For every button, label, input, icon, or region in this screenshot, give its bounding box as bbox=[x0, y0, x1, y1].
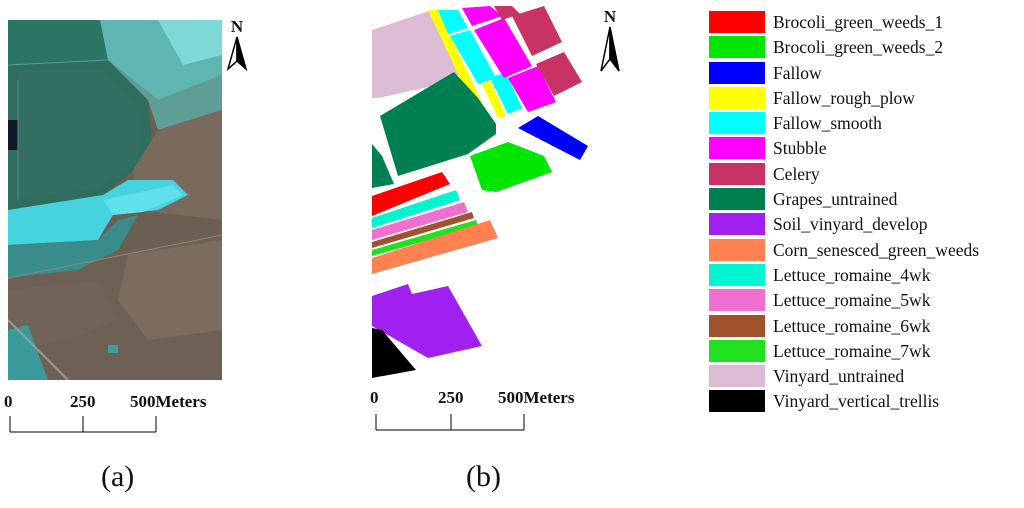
field-vinyard-untrained bbox=[372, 10, 460, 98]
field-lettuce-romaine-5wk bbox=[372, 202, 468, 240]
legend-swatch bbox=[709, 289, 765, 312]
caption-b: (b) bbox=[466, 460, 501, 493]
caption-a: (a) bbox=[101, 460, 135, 493]
field-soil-vinyard-develop bbox=[372, 284, 482, 358]
legend-label: Soil_vinyard_develop bbox=[773, 214, 928, 235]
field-fallow-smooth bbox=[490, 72, 522, 114]
field-stubble bbox=[474, 18, 532, 78]
scale-tick-label: 0 bbox=[370, 388, 379, 407]
legend-label: Fallow_smooth bbox=[773, 113, 882, 134]
field-corn-senesced-green-weeds bbox=[372, 220, 498, 274]
satellite-image bbox=[8, 20, 222, 380]
legend-label: Brocoli_green_weeds_1 bbox=[773, 12, 944, 32]
field-lettuce-romaine-6wk bbox=[372, 212, 474, 248]
scale-labels-a: 0 250 500Meters bbox=[0, 392, 260, 414]
legend-label: Fallow bbox=[773, 62, 822, 83]
field-fallow-rough-plow bbox=[482, 80, 506, 118]
legend-label: Grapes_untrained bbox=[773, 189, 898, 210]
north-arrow-a: N bbox=[224, 18, 250, 71]
field-stubble bbox=[508, 66, 556, 112]
field-grapes-untrained bbox=[380, 72, 496, 176]
scale-bar-a bbox=[9, 416, 157, 433]
scale-tick-label: 500Meters bbox=[130, 392, 207, 411]
field-lettuce-romaine-7wk bbox=[372, 220, 478, 256]
legend-label: Stubble bbox=[773, 138, 827, 159]
legend-swatch bbox=[709, 112, 765, 135]
legend-swatch bbox=[709, 61, 765, 84]
legend-label: Lettuce_romaine_7wk bbox=[773, 340, 931, 361]
field-stubble bbox=[462, 6, 502, 26]
legend-swatch bbox=[709, 11, 765, 33]
north-label-b: N bbox=[603, 7, 617, 26]
scale-tick-label: 250 bbox=[438, 388, 464, 407]
north-arrow-b: N bbox=[597, 8, 623, 75]
legend-label: Vinyard_untrained bbox=[773, 366, 905, 387]
north-arrow-icon bbox=[226, 36, 248, 71]
legend-swatch bbox=[709, 365, 765, 388]
scale-labels-b: 0 250 500Meters bbox=[366, 388, 626, 410]
legend-label: Celery bbox=[773, 163, 820, 184]
north-label-a: N bbox=[230, 17, 244, 36]
legend-swatch bbox=[709, 390, 765, 413]
legend-swatch bbox=[709, 36, 765, 59]
legend-swatch bbox=[709, 238, 765, 261]
legend-swatch bbox=[709, 137, 765, 160]
field-celery bbox=[512, 6, 562, 56]
field-brocoli-green-weeds-2 bbox=[470, 142, 552, 192]
legend-label: Lettuce_romaine_5wk bbox=[773, 290, 931, 311]
scale-bar-b bbox=[375, 414, 525, 431]
legend-label: Lettuce_romaine_4wk bbox=[773, 264, 931, 285]
legend-label: Fallow_rough_plow bbox=[773, 87, 915, 108]
field-celery bbox=[494, 6, 520, 20]
legend-swatch bbox=[709, 162, 765, 185]
legend-swatch bbox=[709, 86, 765, 109]
field-brocoli-green-weeds-1 bbox=[372, 172, 450, 216]
legend-label: Vinyard_vertical_trellis bbox=[773, 391, 940, 412]
legend-swatch bbox=[709, 263, 765, 286]
legend-swatch bbox=[709, 213, 765, 236]
scale-tick-label: 500Meters bbox=[498, 388, 575, 407]
scale-tick-label: 0 bbox=[4, 392, 13, 411]
legend-swatch bbox=[709, 188, 765, 211]
legend-label: Lettuce_romaine_6wk bbox=[773, 315, 931, 336]
scale-tick-label: 250 bbox=[70, 392, 96, 411]
field-fallow-rough-plow bbox=[428, 10, 482, 104]
field-celery bbox=[536, 52, 582, 96]
field-lettuce-romaine-4wk bbox=[372, 190, 460, 228]
legend-swatch bbox=[709, 314, 765, 337]
ground-truth-map bbox=[372, 6, 600, 386]
legend-label: Brocoli_green_weeds_2 bbox=[773, 37, 944, 58]
legend-swatch bbox=[709, 339, 765, 362]
legend-label: Corn_senesced_green_weeds bbox=[773, 239, 980, 260]
field-vinyard-vertical-trellis bbox=[372, 328, 416, 378]
field-grapes-untrained bbox=[372, 144, 394, 188]
field-fallow-smooth bbox=[450, 30, 496, 84]
north-arrow-icon bbox=[600, 26, 620, 72]
field-fallow bbox=[518, 116, 588, 160]
field-fallow-smooth bbox=[438, 10, 468, 34]
